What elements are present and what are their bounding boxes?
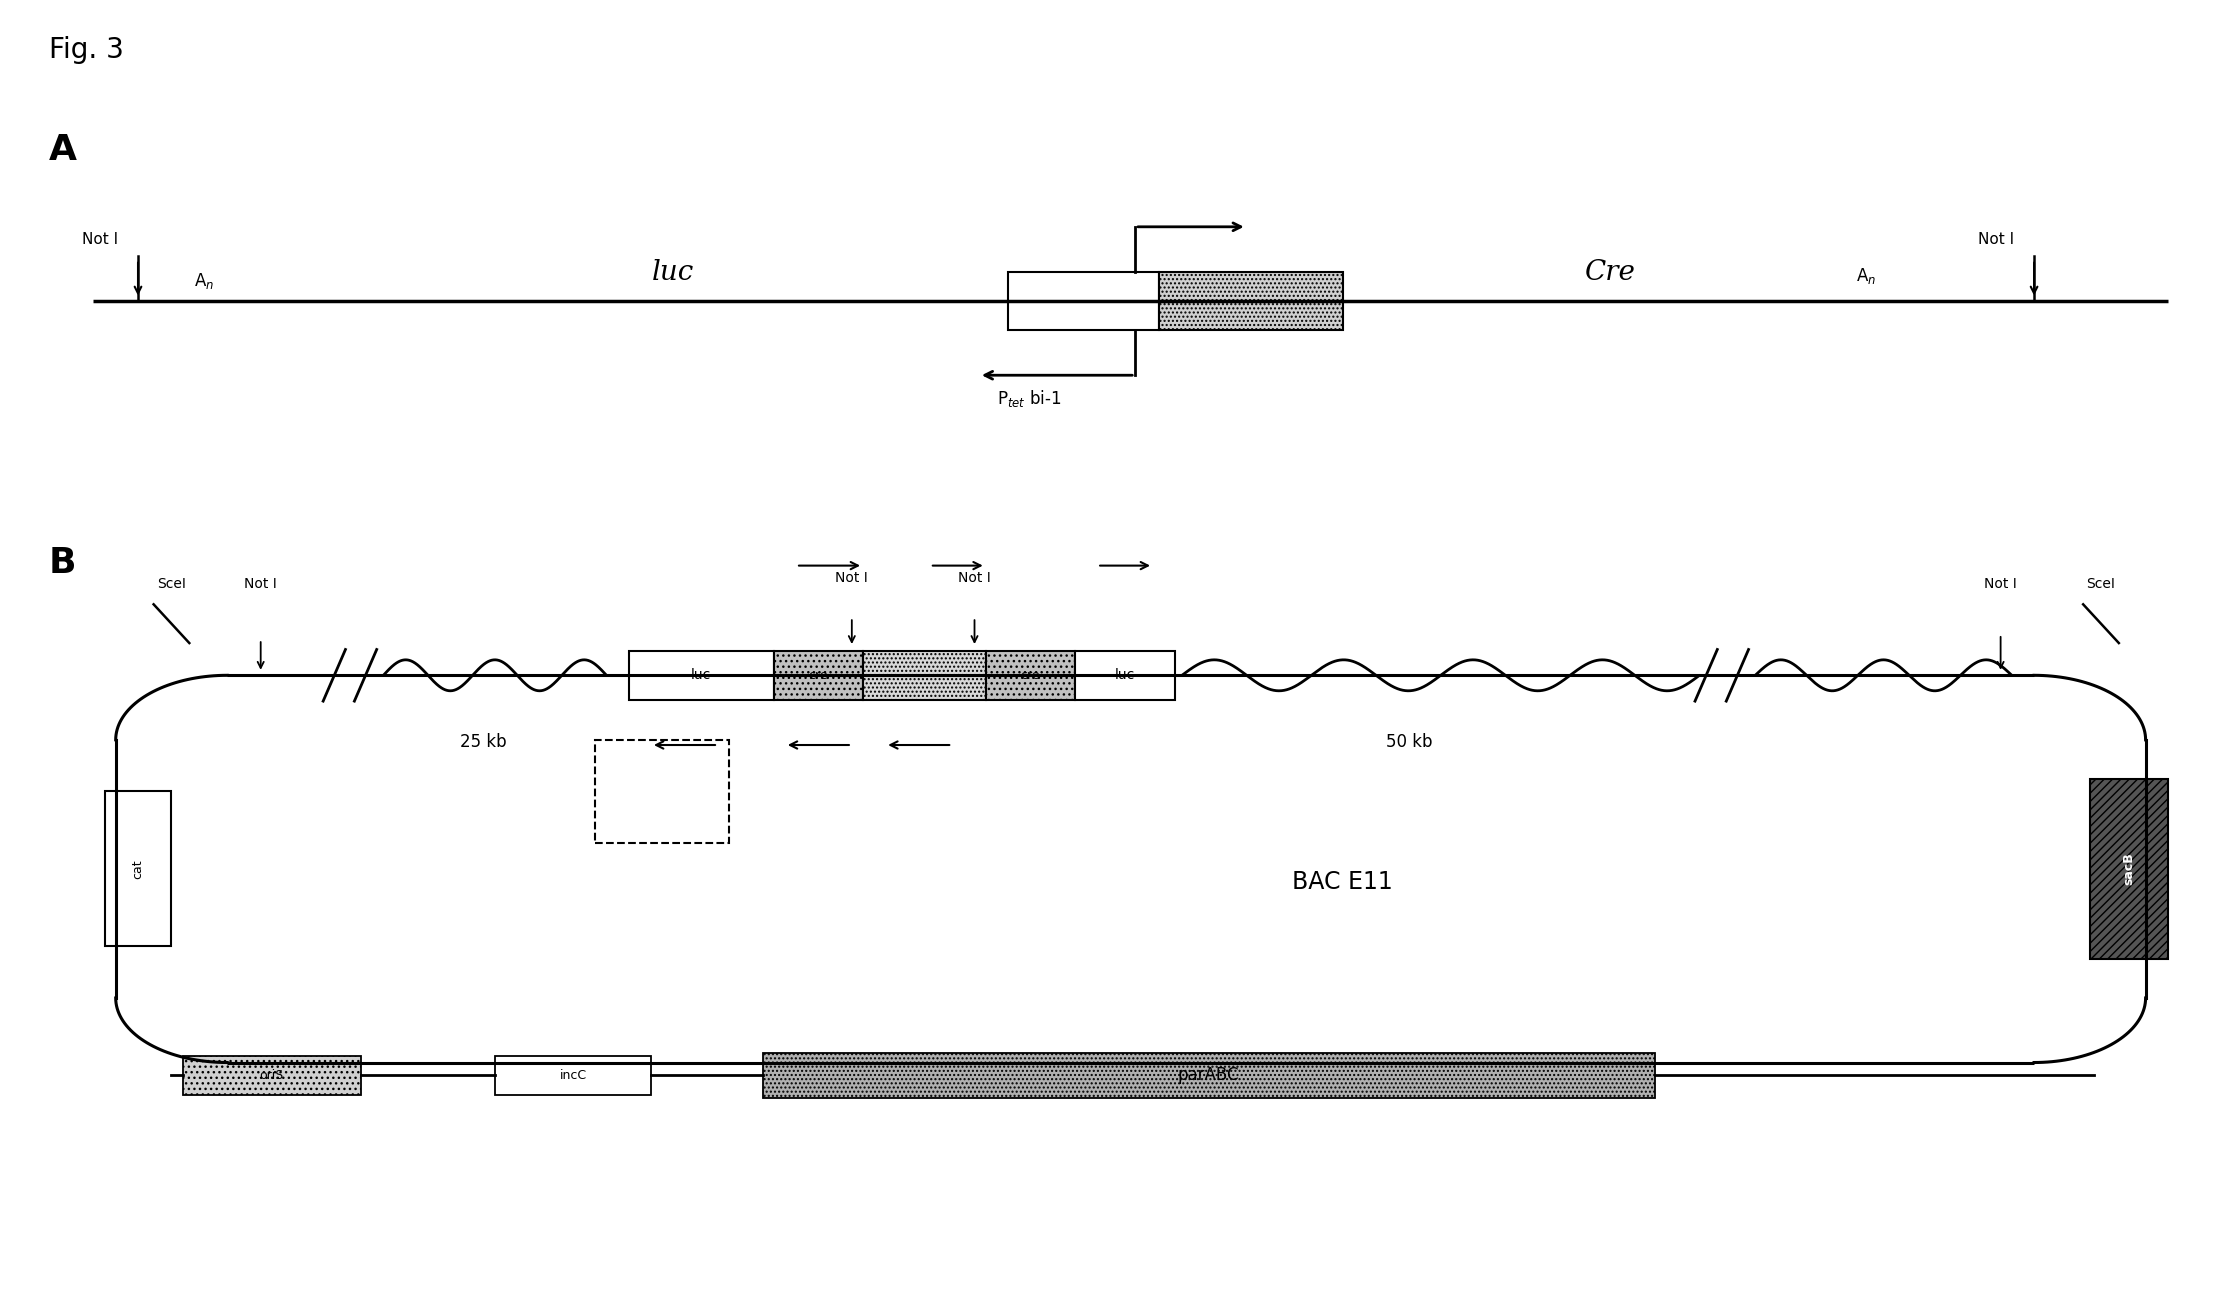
Text: luc: luc bbox=[692, 668, 712, 682]
Bar bbox=[105, 791, 172, 947]
Bar bbox=[184, 1056, 360, 1095]
Text: A$_n$: A$_n$ bbox=[195, 270, 215, 291]
Text: Not I: Not I bbox=[835, 572, 869, 585]
Text: 25 kb: 25 kb bbox=[461, 734, 506, 751]
Bar bbox=[1008, 271, 1158, 330]
Text: SceI: SceI bbox=[2087, 578, 2116, 591]
Text: cat: cat bbox=[132, 859, 146, 878]
Text: A: A bbox=[49, 134, 76, 168]
Text: cre: cre bbox=[808, 669, 828, 682]
Text: 50 kb: 50 kb bbox=[1386, 734, 1433, 751]
Text: Not I: Not I bbox=[83, 231, 119, 247]
Text: A$_n$: A$_n$ bbox=[1856, 265, 1876, 286]
Text: Not I: Not I bbox=[1984, 578, 2017, 591]
Text: incC: incC bbox=[560, 1069, 587, 1082]
Text: Not I: Not I bbox=[958, 572, 992, 585]
Text: P$_{tet}$ bi-1: P$_{tet}$ bi-1 bbox=[996, 388, 1061, 409]
Text: parABC: parABC bbox=[1178, 1066, 1240, 1085]
Bar bbox=[763, 1052, 1655, 1098]
Bar bbox=[495, 1056, 652, 1095]
Bar bbox=[1075, 651, 1175, 700]
Text: cre: cre bbox=[1021, 669, 1041, 682]
Text: Fig. 3: Fig. 3 bbox=[49, 36, 123, 65]
Text: BAC E11: BAC E11 bbox=[1292, 870, 1393, 894]
Bar bbox=[775, 651, 862, 700]
Text: oriS: oriS bbox=[260, 1069, 284, 1082]
Text: B: B bbox=[49, 547, 76, 581]
Bar bbox=[2089, 778, 2167, 959]
Text: Cre: Cre bbox=[1585, 259, 1637, 286]
Text: Not I: Not I bbox=[1979, 231, 2015, 247]
Bar bbox=[862, 651, 985, 700]
Bar bbox=[596, 740, 730, 843]
Text: luc: luc bbox=[1115, 668, 1135, 682]
Bar bbox=[985, 651, 1075, 700]
Bar bbox=[629, 651, 775, 700]
Text: Not I: Not I bbox=[244, 578, 278, 591]
Bar bbox=[1158, 271, 1343, 330]
Text: sacB: sacB bbox=[2123, 852, 2136, 886]
Text: SceI: SceI bbox=[157, 578, 186, 591]
Text: luc: luc bbox=[652, 259, 694, 286]
